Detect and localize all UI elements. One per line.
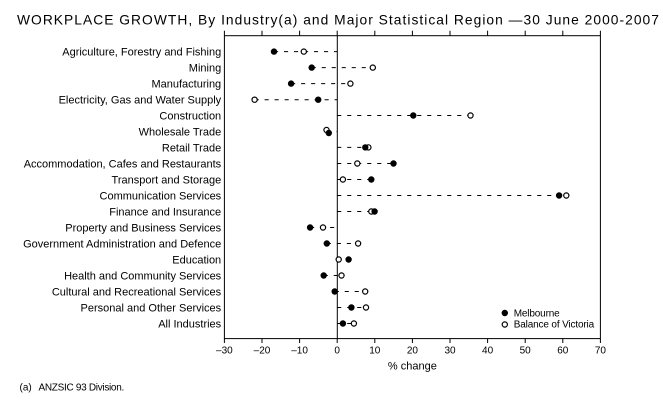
svg-text:–10: –10: [291, 345, 308, 356]
svg-text:0: 0: [334, 345, 340, 356]
svg-text:Communication Services: Communication Services: [100, 190, 222, 202]
svg-text:Accommodation, Cafes and Resta: Accommodation, Cafes and Restaurants: [24, 158, 222, 170]
svg-text:Retail Trade: Retail Trade: [162, 142, 221, 154]
svg-text:20: 20: [407, 345, 419, 356]
svg-text:70: 70: [595, 345, 607, 356]
svg-text:% change: % change: [388, 361, 437, 373]
svg-text:Balance of Victoria: Balance of Victoria: [514, 320, 595, 331]
svg-text:Melbourne: Melbourne: [514, 309, 560, 320]
svg-text:Education: Education: [172, 254, 221, 266]
svg-text:–20: –20: [254, 345, 271, 356]
svg-text:–30: –30: [216, 345, 233, 356]
svg-text:Finance and Insurance: Finance and Insurance: [109, 206, 221, 218]
svg-text:Property and Business Services: Property and Business Services: [65, 222, 221, 234]
svg-text:50: 50: [520, 345, 532, 356]
svg-text:WORKPLACE GROWTH, By Industry(: WORKPLACE GROWTH, By Industry(a) and Maj…: [17, 12, 660, 27]
svg-text:Mining: Mining: [189, 62, 221, 74]
svg-text:Electricity, Gas and Water Sup: Electricity, Gas and Water Supply: [59, 94, 222, 106]
svg-text:Agriculture, Forestry and Fish: Agriculture, Forestry and Fishing: [62, 46, 221, 58]
svg-text:(a): (a): [20, 383, 32, 394]
svg-text:40: 40: [482, 345, 494, 356]
svg-text:Construction: Construction: [159, 110, 221, 122]
svg-text:ANZSIC 93 Division.: ANZSIC 93 Division.: [39, 383, 124, 394]
svg-text:Government Administration and: Government Administration and Defence: [23, 238, 221, 250]
svg-text:30: 30: [444, 345, 456, 356]
svg-text:10: 10: [369, 345, 381, 356]
svg-text:Wholesale Trade: Wholesale Trade: [139, 126, 222, 138]
svg-text:Health and Community Services: Health and Community Services: [64, 270, 222, 282]
svg-text:All Industries: All Industries: [158, 318, 221, 330]
svg-text:Cultural and Recreational Serv: Cultural and Recreational Services: [52, 286, 222, 298]
svg-text:Personal and Other Services: Personal and Other Services: [81, 302, 222, 314]
svg-text:Transport and Storage: Transport and Storage: [112, 174, 222, 186]
svg-text:Manufacturing: Manufacturing: [151, 78, 221, 90]
svg-text:60: 60: [557, 345, 569, 356]
